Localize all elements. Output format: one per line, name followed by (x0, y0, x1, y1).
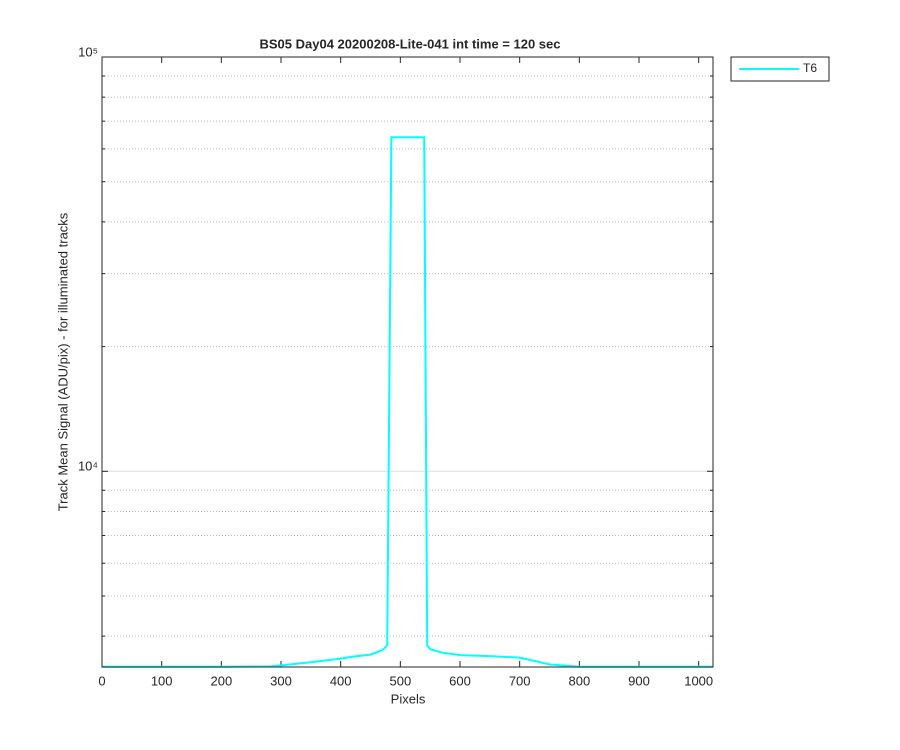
x-tick-label: 900 (628, 673, 650, 688)
x-tick-label: 500 (389, 673, 411, 688)
x-tick-label: 100 (151, 673, 173, 688)
x-tick-label: 300 (270, 673, 292, 688)
y-axis-label: Track Mean Signal (ADU/pix) - for illumi… (55, 212, 70, 511)
x-tick-label: 200 (210, 673, 232, 688)
y-tick-label: 10⁵ (78, 44, 98, 59)
chart-title: BS05 Day04 20200208-Lite-041 int time = … (260, 36, 561, 51)
x-tick-label: 0 (98, 673, 105, 688)
x-tick-label: 700 (509, 673, 531, 688)
y-tick-label: 10⁴ (78, 459, 98, 474)
legend-label: T6 (803, 61, 817, 75)
x-axis-label: Pixels (391, 691, 426, 706)
data-line (102, 136, 713, 668)
x-tick-label: 600 (449, 673, 471, 688)
x-tick-label: 400 (330, 673, 352, 688)
x-tick-label: 1000 (684, 673, 713, 688)
x-tick-label: 800 (568, 673, 590, 688)
axes-box (101, 56, 714, 668)
